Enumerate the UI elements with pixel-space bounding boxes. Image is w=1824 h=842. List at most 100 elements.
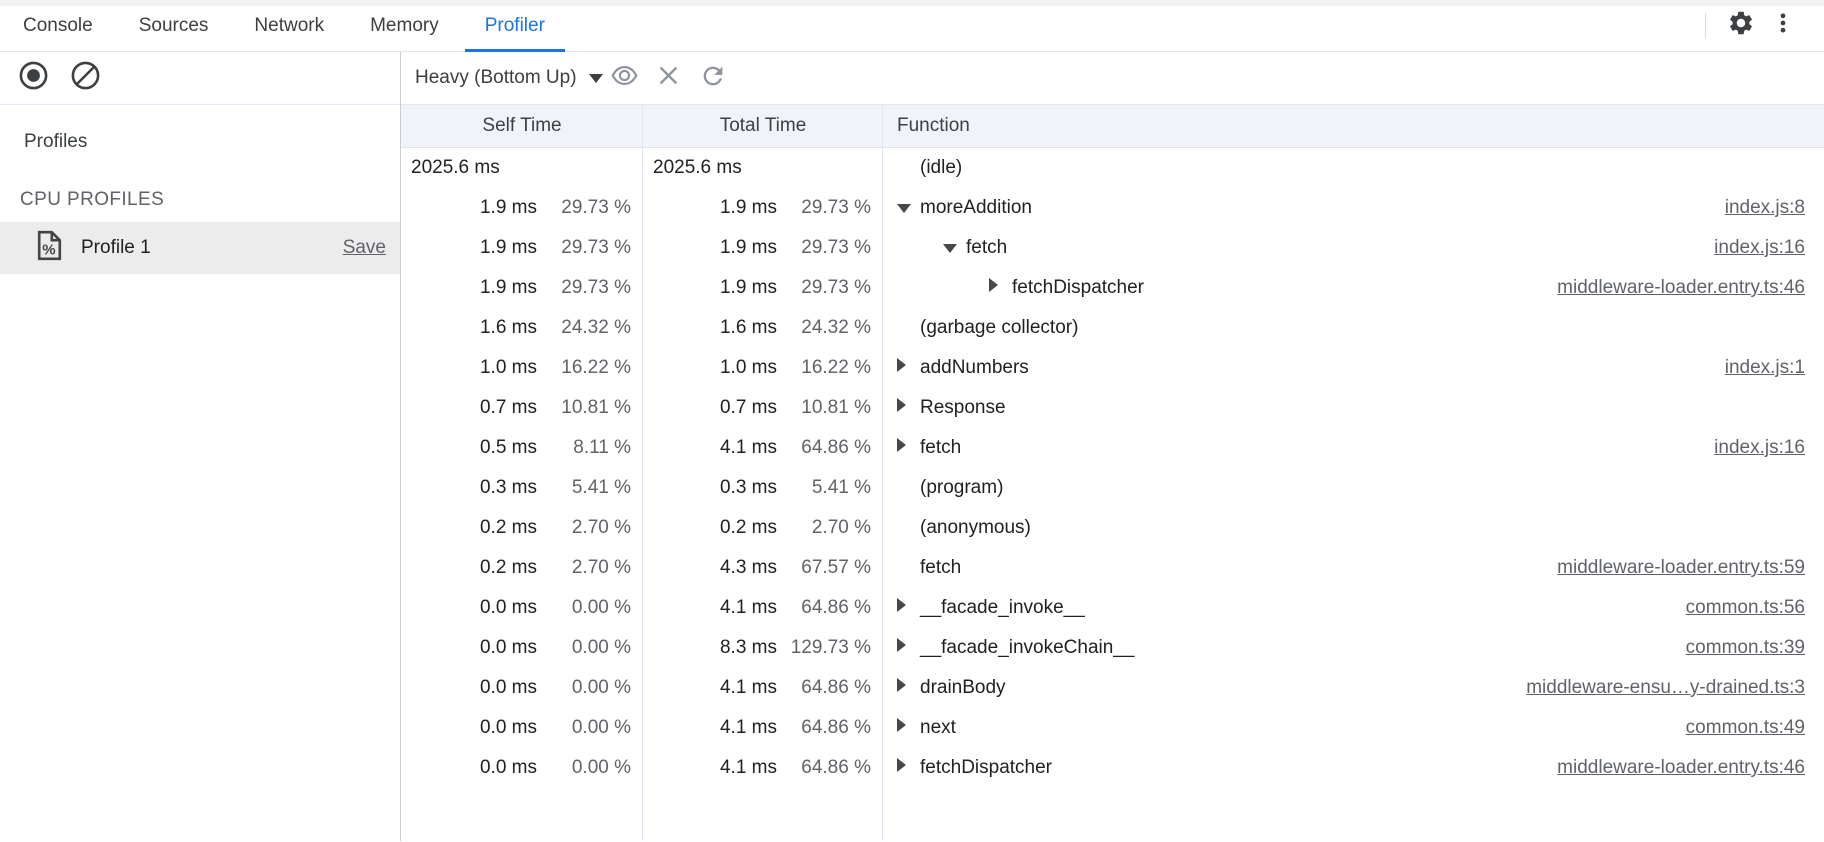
- self-time-ms: 0.7 ms: [479, 397, 537, 418]
- total-time-cell: 8.3 ms 129.73 %: [643, 637, 883, 659]
- table-row[interactable]: 1.9 ms 29.73 % 1.9 ms 29.73 % fetchDispa…: [401, 268, 1824, 308]
- expand-arrow-icon[interactable]: [897, 437, 920, 459]
- total-time-cell: 1.9 ms 29.73 %: [643, 197, 883, 219]
- column-divider[interactable]: [882, 105, 883, 841]
- tree-indent: [897, 288, 989, 289]
- expand-arrow-icon[interactable]: [897, 597, 920, 619]
- total-time-cell: 4.1 ms 64.86 %: [643, 677, 883, 699]
- source-link[interactable]: index.js:16: [1714, 437, 1805, 458]
- cpu-profiles-section-label: CPU PROFILES: [20, 189, 165, 210]
- total-time-percent: 64.86 %: [801, 717, 871, 738]
- save-profile-link[interactable]: Save: [342, 237, 386, 258]
- table-row[interactable]: 0.5 ms 8.11 % 4.1 ms 64.86 % fetch index…: [401, 428, 1824, 468]
- restore-functions-button[interactable]: [691, 58, 735, 98]
- total-time-cell: 4.1 ms 64.86 %: [643, 597, 883, 619]
- total-time-cell: 4.1 ms 64.86 %: [643, 757, 883, 779]
- tabbar-right-controls: [1705, 0, 1824, 51]
- tab-profiler[interactable]: Profiler: [462, 0, 568, 52]
- tab-network[interactable]: Network: [254, 14, 325, 36]
- table-row[interactable]: 0.2 ms 2.70 % 0.2 ms 2.70 % (anonymous): [401, 508, 1824, 548]
- total-time-percent: 5.41 %: [811, 477, 871, 498]
- settings-button[interactable]: [1720, 6, 1762, 46]
- collapse-arrow-icon[interactable]: [943, 237, 966, 259]
- tree-arrow: [897, 557, 920, 579]
- function-name: moreAddition: [920, 197, 1032, 218]
- self-time-cell: 2025.6 ms: [401, 157, 643, 179]
- expand-arrow-icon[interactable]: [897, 397, 920, 419]
- table-row[interactable]: 0.3 ms 5.41 % 0.3 ms 5.41 % (program): [401, 468, 1824, 508]
- function-cell: drainBody middleware-ensu…y-drained.ts:3: [883, 677, 1824, 699]
- expand-arrow-icon[interactable]: [897, 637, 920, 659]
- table-row[interactable]: 0.0 ms 0.00 % 4.1 ms 64.86 % fetchDispat…: [401, 748, 1824, 788]
- self-time-cell: 0.5 ms 8.11 %: [401, 437, 643, 459]
- source-link[interactable]: index.js:16: [1714, 237, 1805, 258]
- total-time-cell: 4.1 ms 64.86 %: [643, 437, 883, 459]
- table-row[interactable]: 0.0 ms 0.00 % 4.1 ms 64.86 % drainBody m…: [401, 668, 1824, 708]
- expand-arrow-icon[interactable]: [897, 717, 920, 739]
- tree-arrow: [897, 317, 920, 339]
- total-time-ms: 0.3 ms: [719, 477, 777, 498]
- table-row[interactable]: 2025.6 ms 2025.6 ms (idle): [401, 148, 1824, 188]
- total-time-cell: 0.7 ms 10.81 %: [643, 397, 883, 419]
- function-name: fetch: [920, 437, 962, 458]
- tab-console[interactable]: Console: [23, 14, 93, 36]
- source-link[interactable]: common.ts:56: [1685, 597, 1805, 618]
- self-time-cell: 0.0 ms 0.00 %: [401, 597, 643, 619]
- expand-arrow-icon[interactable]: [897, 357, 920, 379]
- source-link[interactable]: middleware-loader.entry.ts:59: [1557, 557, 1805, 578]
- self-time-cell: 1.9 ms 29.73 %: [401, 237, 643, 259]
- table-row[interactable]: 0.2 ms 2.70 % 4.3 ms 67.57 % fetch middl…: [401, 548, 1824, 588]
- record-profile-button[interactable]: [16, 58, 50, 98]
- expand-arrow-icon[interactable]: [897, 757, 920, 779]
- self-time-cell: 0.0 ms 0.00 %: [401, 677, 643, 699]
- self-time-cell: 1.6 ms 24.32 %: [401, 317, 643, 339]
- self-time-ms: 1.9 ms: [479, 237, 537, 258]
- collapse-arrow-icon[interactable]: [897, 197, 920, 219]
- source-link[interactable]: middleware-ensu…y-drained.ts:3: [1526, 677, 1805, 698]
- table-row[interactable]: 1.9 ms 29.73 % 1.9 ms 29.73 % moreAdditi…: [401, 188, 1824, 228]
- focus-function-button[interactable]: [603, 58, 647, 98]
- total-time-cell: 1.9 ms 29.73 %: [643, 237, 883, 259]
- source-link[interactable]: middleware-loader.entry.ts:46: [1557, 757, 1805, 778]
- source-link[interactable]: common.ts:39: [1685, 637, 1805, 658]
- self-time-ms: 2025.6 ms: [411, 157, 500, 178]
- table-row[interactable]: 0.0 ms 0.00 % 4.1 ms 64.86 % __facade_in…: [401, 588, 1824, 628]
- table-row[interactable]: 1.0 ms 16.22 % 1.0 ms 16.22 % addNumbers…: [401, 348, 1824, 388]
- column-divider[interactable]: [642, 105, 643, 841]
- column-header-self-time[interactable]: Self Time: [482, 115, 562, 136]
- view-mode-dropdown[interactable]: Heavy (Bottom Up): [415, 67, 603, 89]
- column-header-function[interactable]: Function: [897, 115, 970, 136]
- self-time-ms: 1.9 ms: [479, 197, 537, 218]
- tab-memory[interactable]: Memory: [370, 14, 439, 36]
- source-link[interactable]: index.js:8: [1724, 197, 1805, 218]
- self-time-ms: 0.0 ms: [479, 637, 537, 658]
- profile-list-item[interactable]: % Profile 1 Save: [0, 222, 400, 274]
- function-cell: Response: [883, 397, 1824, 419]
- function-cell: fetch middleware-loader.entry.ts:59: [883, 557, 1824, 579]
- clear-profiles-button[interactable]: [68, 58, 102, 98]
- table-row[interactable]: 0.7 ms 10.81 % 0.7 ms 10.81 % Response: [401, 388, 1824, 428]
- column-header-total-time[interactable]: Total Time: [719, 115, 807, 136]
- source-link[interactable]: common.ts:49: [1685, 717, 1805, 738]
- expand-arrow-icon[interactable]: [897, 677, 920, 699]
- tree-arrow: [897, 157, 920, 179]
- expand-arrow-icon[interactable]: [989, 277, 1012, 299]
- table-row[interactable]: 1.6 ms 24.32 % 1.6 ms 24.32 % (garbage c…: [401, 308, 1824, 348]
- table-row[interactable]: 1.9 ms 29.73 % 1.9 ms 29.73 % fetch inde…: [401, 228, 1824, 268]
- source-link[interactable]: middleware-loader.entry.ts:46: [1557, 277, 1805, 298]
- self-time-percent: 0.00 %: [571, 597, 631, 618]
- self-time-ms: 1.6 ms: [479, 317, 537, 338]
- self-time-percent: 0.00 %: [571, 637, 631, 658]
- total-time-percent: 29.73 %: [801, 237, 871, 258]
- exclude-function-button[interactable]: [647, 58, 691, 98]
- table-row[interactable]: 0.0 ms 0.00 % 4.1 ms 64.86 % next common…: [401, 708, 1824, 748]
- table-row[interactable]: 0.0 ms 0.00 % 8.3 ms 129.73 % __facade_i…: [401, 628, 1824, 668]
- tab-sources[interactable]: Sources: [138, 14, 209, 36]
- total-time-cell: 1.0 ms 16.22 %: [643, 357, 883, 379]
- view-mode-label: Heavy (Bottom Up): [415, 67, 577, 88]
- self-time-percent: 0.00 %: [571, 677, 631, 698]
- more-options-button[interactable]: [1762, 6, 1804, 46]
- source-link[interactable]: index.js:1: [1724, 357, 1805, 378]
- function-cell: addNumbers index.js:1: [883, 357, 1824, 379]
- total-time-ms: 2025.6 ms: [653, 157, 742, 178]
